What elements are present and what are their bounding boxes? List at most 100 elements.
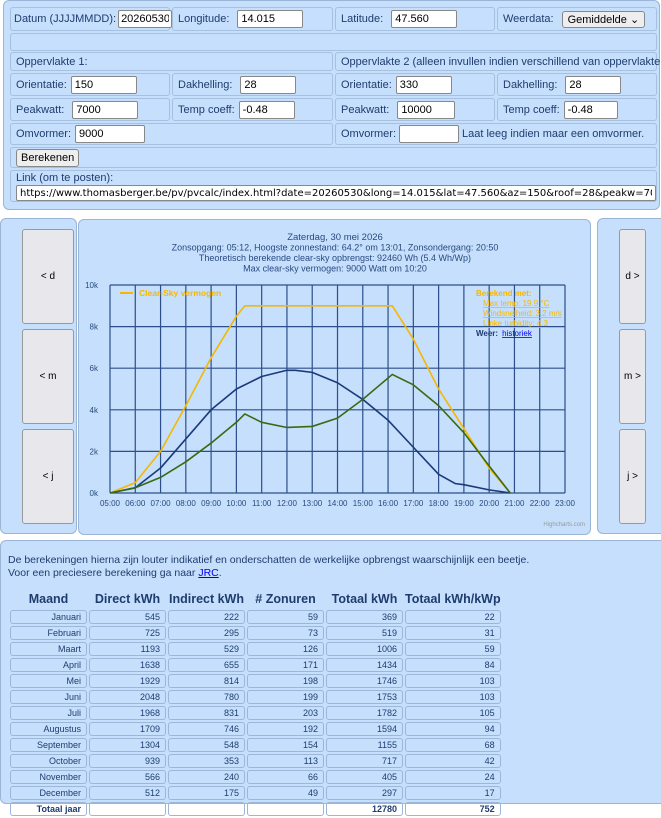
- opp1-title: Oppervlakte 1:: [10, 52, 333, 71]
- info-line-2-text: Voor een preciesere berekening ga naar: [8, 567, 199, 579]
- dakhelling-label: Dakhelling:: [178, 78, 233, 91]
- berekenen-button[interactable]: Berekenen: [16, 148, 80, 167]
- value-cell: 31: [405, 626, 501, 640]
- x-tick-label: 20:00: [479, 499, 500, 508]
- x-tick-label: 18:00: [429, 499, 450, 508]
- longitude-input[interactable]: [237, 10, 304, 28]
- omvormer-hint: Laat leeg indien maar een omvormer.: [462, 128, 645, 140]
- opp1-omvormer-input[interactable]: [75, 125, 145, 143]
- column-header: Totaal kWh/kWp: [405, 592, 501, 606]
- value-cell: 24: [405, 770, 501, 784]
- opp2-orientatie-input[interactable]: [395, 75, 452, 94]
- value-cell: 105: [405, 706, 501, 720]
- table-row: Februari 725 295 73 519 31: [10, 626, 501, 640]
- value-cell: 94: [405, 722, 501, 736]
- highcharts-credit[interactable]: Highcharts.com: [543, 522, 585, 528]
- longitude-cell: Longitude:: [172, 7, 333, 31]
- value-cell: 717: [326, 754, 403, 768]
- value-cell: 1006: [326, 642, 403, 656]
- x-tick-label: 06:00: [125, 499, 146, 508]
- datum-cell: Datum (JJJJMMDD):: [10, 7, 173, 31]
- value-cell: 725: [89, 626, 166, 640]
- datum-input[interactable]: [118, 10, 173, 28]
- opp1-orientatie-input[interactable]: [70, 75, 137, 94]
- y-tick-label: 10k: [85, 281, 99, 290]
- value-cell: 1594: [326, 722, 403, 736]
- x-tick-label: 16:00: [378, 499, 399, 508]
- month-cell: November: [10, 770, 87, 784]
- x-tick-label: 09:00: [201, 499, 222, 508]
- value-cell: 103: [405, 690, 501, 704]
- value-cell: [168, 802, 245, 816]
- value-cell: [247, 802, 324, 816]
- month-cell: Februari: [10, 626, 87, 640]
- annotation-wind[interactable]: Windsnelheid: 3.2 m/s: [483, 309, 562, 318]
- value-cell: 369: [326, 610, 403, 624]
- annotation-turbidity[interactable]: Linke turbidity: 4.3: [483, 319, 548, 328]
- value-cell: 519: [326, 626, 403, 640]
- calc-row: Berekenen: [10, 147, 657, 168]
- empty-row: [10, 33, 657, 51]
- series-line-1[interactable]: [109, 369, 511, 494]
- chart-subtitle-3: Max clear-sky vermogen: 9000 Watt om 10:…: [243, 264, 427, 274]
- value-cell: 529: [168, 642, 245, 656]
- next-month-button[interactable]: m >: [619, 329, 646, 424]
- value-cell: 59: [405, 642, 501, 656]
- opp2-dakhelling-input[interactable]: [565, 75, 622, 94]
- opp2-peakwatt-input[interactable]: [397, 100, 456, 119]
- jrc-link[interactable]: JRC: [198, 567, 219, 579]
- power-chart: Zaterdag, 30 mei 2026 Zonsopgang: 05:12,…: [85, 232, 585, 528]
- value-cell: 566: [89, 770, 166, 784]
- omvormer-label: Omvormer:: [341, 128, 396, 140]
- opp2-tempcoeff-cell: Temp coeff:: [497, 98, 657, 121]
- historiek-link[interactable]: historiek: [502, 329, 533, 338]
- results-panel: [0, 540, 661, 804]
- annotation-max-temp[interactable]: Max temp: 19.9 °C: [483, 299, 550, 308]
- y-tick-label: 6k: [90, 364, 99, 373]
- opp1-dakhelling-input[interactable]: [240, 75, 297, 94]
- legend-clear-sky[interactable]: Clear-Sky vermogen: [139, 288, 221, 298]
- value-cell: 59: [247, 610, 324, 624]
- series-line-0[interactable]: [109, 304, 511, 494]
- next-year-button[interactable]: j >: [619, 429, 646, 524]
- opp1-dakhelling-cell: Dakhelling:: [172, 73, 333, 96]
- value-cell: 295: [168, 626, 245, 640]
- opp1-peakwatt-input[interactable]: [72, 100, 139, 119]
- prev-year-button[interactable]: < j: [22, 429, 74, 524]
- value-cell: 655: [168, 658, 245, 672]
- column-header: Direct kWh: [94, 592, 161, 606]
- weerdata-select[interactable]: Gemiddelde ⌄: [561, 10, 646, 28]
- value-cell: 222: [168, 610, 245, 624]
- opp2-title-text: Oppervlakte 2 (alleen invullen indien ve…: [341, 55, 661, 68]
- opp2-omvormer-input[interactable]: [399, 125, 459, 143]
- value-cell: 1434: [326, 658, 403, 672]
- y-tick-label: 8k: [90, 323, 99, 332]
- opp2-tempcoeff-input[interactable]: [563, 100, 618, 119]
- x-tick-label: 05:00: [100, 499, 121, 508]
- latitude-input[interactable]: [391, 10, 458, 28]
- series-line-2[interactable]: [109, 373, 511, 494]
- value-cell: 831: [168, 706, 245, 720]
- value-cell: 1155: [326, 738, 403, 752]
- prev-day-button[interactable]: < d: [22, 229, 74, 324]
- prev-month-button[interactable]: < m: [22, 329, 74, 424]
- link-input[interactable]: [16, 185, 656, 201]
- value-cell: 1746: [326, 674, 403, 688]
- x-tick-label: 19:00: [454, 499, 475, 508]
- value-cell: 1968: [89, 706, 166, 720]
- tempcoeff-label: Temp coeff:: [178, 103, 235, 116]
- table-row: October 939 353 113 717 42: [10, 754, 501, 768]
- weerdata-value: Gemiddelde: [567, 13, 627, 26]
- peakwatt-label: Peakwatt:: [341, 103, 390, 116]
- value-cell: 1709: [89, 722, 166, 736]
- value-cell: 405: [326, 770, 403, 784]
- next-day-button[interactable]: d >: [619, 229, 646, 324]
- x-tick-label: 10:00: [226, 499, 247, 508]
- latitude-cell: Latitude:: [335, 7, 495, 31]
- longitude-label: Longitude:: [178, 13, 230, 25]
- opp1-tempcoeff-input[interactable]: [238, 100, 295, 119]
- table-row: Januari 545 222 59 369 22: [10, 610, 501, 624]
- chart-panel: [78, 219, 591, 535]
- opp2-dakhelling-cell: Dakhelling:: [497, 73, 657, 96]
- value-cell: 22: [405, 610, 501, 624]
